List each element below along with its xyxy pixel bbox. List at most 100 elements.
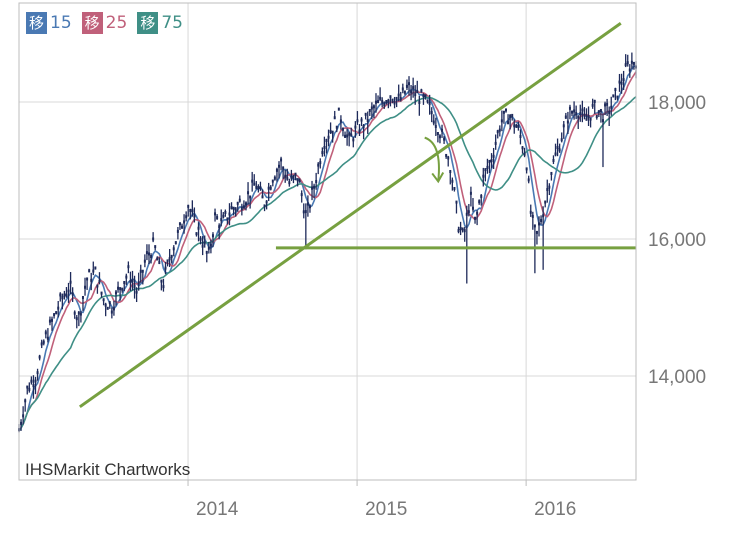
price-body: [26, 385, 29, 389]
plot-border: [18, 2, 637, 481]
y-axis: 14,000 16,000 18,000: [648, 93, 706, 388]
price-body: [271, 179, 274, 183]
legend-label-ma25: 25: [105, 13, 128, 33]
legend-item-ma75[interactable]: 移 75: [137, 12, 183, 34]
price-body: [612, 94, 615, 98]
price-body: [55, 311, 58, 315]
price-body: [166, 259, 169, 263]
price-body: [73, 311, 76, 315]
price-body: [438, 135, 441, 139]
price-body: [422, 93, 425, 97]
price-body: [385, 100, 388, 104]
price-body: [201, 244, 204, 248]
price-body: [141, 269, 144, 273]
price-body: [486, 165, 489, 169]
price-body: [98, 279, 101, 283]
price-body: [560, 138, 563, 142]
price-body: [300, 193, 303, 197]
price-body: [236, 201, 239, 205]
price-body: [515, 124, 518, 128]
price-body: [67, 289, 70, 293]
price-body: [492, 154, 495, 158]
price-body: [323, 146, 326, 150]
price-body: [626, 61, 629, 65]
legend-item-ma15[interactable]: 移 15: [26, 12, 72, 34]
legend-badge-ma15: 移: [26, 12, 48, 34]
price-body: [240, 207, 243, 211]
price-body: [500, 119, 503, 123]
price-body: [566, 120, 569, 124]
y-tick-label: 16,000: [648, 230, 706, 251]
price-body: [71, 292, 74, 296]
price-body: [44, 331, 47, 335]
price-body: [490, 159, 493, 163]
price-body: [527, 178, 530, 182]
price-body: [408, 82, 411, 86]
price-body: [61, 296, 64, 300]
price-body: [579, 112, 582, 116]
price-body: [148, 252, 151, 256]
price-body: [447, 156, 450, 160]
price-body: [599, 108, 602, 112]
price-body: [158, 260, 161, 264]
price-body: [102, 298, 105, 302]
price-body: [474, 216, 477, 220]
price-body: [94, 266, 97, 270]
price-body: [511, 113, 514, 117]
price-body: [32, 384, 35, 388]
price-body: [317, 163, 320, 167]
price-body: [84, 285, 87, 289]
price-body: [168, 257, 171, 261]
price-body: [170, 254, 173, 258]
price-body: [546, 188, 549, 192]
price-body: [259, 186, 262, 190]
price-body: [573, 109, 576, 113]
price-body: [222, 214, 225, 218]
price-body: [51, 318, 54, 322]
price-body: [269, 186, 272, 190]
price-body: [280, 158, 283, 162]
legend-item-ma25[interactable]: 移 25: [81, 12, 128, 34]
price-body: [484, 168, 487, 172]
price-body: [333, 116, 336, 120]
price-body: [451, 179, 454, 183]
price-body: [455, 200, 458, 204]
trend-annotations: [78, 22, 636, 409]
price-body: [335, 125, 338, 129]
price-body: [228, 212, 231, 216]
price-body: [145, 251, 148, 255]
price-body: [207, 246, 210, 250]
price-body: [160, 279, 163, 283]
price-body: [496, 130, 499, 134]
price-body: [77, 311, 80, 315]
price-body: [106, 306, 109, 310]
price-body: [513, 124, 516, 128]
price-body: [628, 68, 631, 72]
price-body: [348, 132, 351, 136]
price-body: [20, 421, 23, 425]
price-body: [562, 124, 565, 128]
price-body: [261, 195, 264, 199]
price-body: [441, 128, 444, 132]
price-body: [575, 112, 578, 116]
price-body: [218, 225, 221, 229]
price-body: [319, 161, 322, 165]
price-body: [46, 336, 49, 340]
price-body: [434, 125, 437, 129]
price-body: [405, 84, 408, 88]
price-body: [38, 355, 41, 359]
price-body: [96, 284, 99, 288]
price-body: [156, 257, 159, 261]
price-body: [488, 159, 491, 163]
legend-badge-ma75: 移: [137, 12, 159, 34]
price-body: [139, 269, 142, 273]
legend-label-ma75: 75: [161, 13, 183, 33]
price-body: [24, 399, 27, 403]
ma-line-25: [18, 71, 637, 432]
price-body: [40, 342, 43, 346]
price-body: [75, 317, 78, 321]
price-body: [393, 101, 396, 105]
price-body: [253, 182, 256, 186]
price-body: [356, 119, 359, 123]
price-body: [150, 254, 153, 258]
